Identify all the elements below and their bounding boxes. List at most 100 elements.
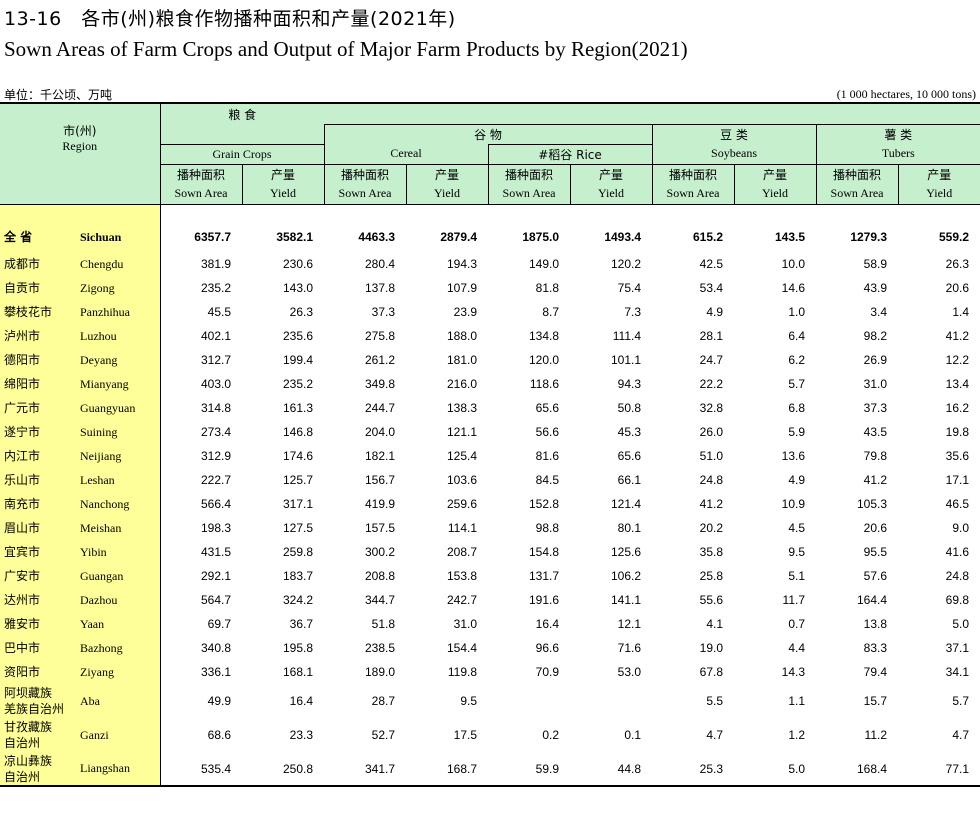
area-label-cn: 播种面积 [669, 168, 718, 182]
cell-cereal-yield: 103.6 [446, 473, 478, 487]
region-name-cn: 广安市 [0, 564, 78, 588]
cell-rice-yield: 125.6 [610, 545, 642, 559]
cell-grain-yield: 199.4 [282, 353, 314, 367]
table-row: 眉山市 Meishan 198.3 127.5 157.5 114.1 98.8 80.1 20… [0, 516, 980, 540]
page-title-en: Sown Areas of Farm Crops and Output of M… [4, 37, 688, 61]
cell-tuber-yield: 20.6 [945, 281, 970, 295]
cell-soy-area: 42.5 [699, 257, 724, 271]
cell-tuber-yield: 5.0 [952, 617, 970, 631]
area-label-en: Sown Area [338, 186, 392, 200]
region-name-cn: 绵阳市 [0, 372, 78, 396]
table-row: 巴中市 Bazhong 340.8 195.8 238.5 154.4 96.6 71.6 19… [0, 636, 980, 660]
cell-soy-yield: 0.7 [788, 617, 806, 631]
cell-rice-yield [570, 684, 652, 718]
cell-cereal-area: 28.7 [371, 694, 396, 708]
table-row: 资阳市 Ziyang 336.1 168.1 189.0 119.8 70.9 53.0 67.… [0, 660, 980, 684]
cell-cereal-yield: 208.7 [446, 545, 478, 559]
table-body: 全 省 Sichuan 6357.7 3582.1 4463.3 2879.4 1875.0… [0, 204, 980, 787]
cell-rice-area: 81.8 [535, 281, 560, 295]
region-header-cn: 市(州) [63, 124, 97, 138]
cell-tuber-area: 13.8 [863, 617, 888, 631]
cell-rice-yield: 44.8 [570, 752, 653, 787]
cell-tuber-area: 11.2 [864, 728, 888, 742]
cell-cereal-yield: 181.0 [446, 353, 478, 367]
cell-soy-area: 41.2 [699, 497, 724, 511]
cell-grain-area: 235.2 [200, 281, 231, 295]
cell-cereal-yield: 2879.4 [440, 230, 478, 245]
cell-rice-area: 16.4 [535, 617, 560, 631]
cell-soy-area: 615.2 [692, 230, 724, 245]
cell-soy-area: 22.2 [699, 377, 724, 391]
cell-tuber-yield: 4.7 [952, 728, 970, 742]
region-name-cn-line1: 阿坝藏族 [4, 686, 53, 700]
cell-cereal-area: 341.7 [324, 752, 407, 787]
cell-soy-area: 24.8 [699, 473, 724, 487]
grain-header-en: Grain Crops [160, 144, 325, 165]
cell-tuber-area: 26.9 [863, 353, 888, 367]
cell-soy-yield: 14.6 [781, 281, 806, 295]
cell-soy-yield: 5.7 [788, 377, 806, 391]
cell-cereal-area: 280.4 [364, 257, 396, 271]
cell-cereal-yield: 125.4 [446, 449, 478, 463]
region-name-cn-line2: 自治州 [4, 736, 41, 750]
region-name-cn-line2: 自治州 [4, 769, 41, 784]
cell-grain-yield: 26.3 [289, 305, 314, 319]
region-name-cn: 达州市 [0, 588, 78, 612]
table-row: 泸州市 Luzhou 402.1 235.6 275.8 188.0 134.8 111.4 2… [0, 324, 980, 348]
cell-grain-yield: 230.6 [282, 257, 314, 271]
area-label-en: Sown Area [174, 186, 228, 200]
cell-cereal-area: 137.8 [364, 281, 396, 295]
cell-cereal-area: 349.8 [364, 377, 396, 391]
cell-rice-area: 120.0 [528, 353, 560, 367]
cell-cereal-yield: 154.4 [446, 641, 478, 655]
cell-cereal-yield: 17.5 [453, 728, 478, 742]
yield-label-cn: 产量 [599, 168, 624, 182]
cell-soy-yield: 1.0 [788, 305, 806, 319]
yield-label-cn: 产量 [271, 168, 296, 182]
cell-soy-yield: 11.7 [782, 593, 806, 607]
cell-tuber-area: 58.9 [863, 257, 888, 271]
table-row: 乐山市 Leshan 222.7 125.7 156.7 103.6 84.5 66.1 24.… [0, 468, 980, 492]
cell-grain-yield: 16.4 [289, 694, 314, 708]
tuber-header-en: Tubers [815, 144, 980, 165]
cell-soy-yield: 14.3 [781, 665, 806, 679]
tuber-yield-subheader: 产量 Yield [897, 164, 980, 205]
cell-tuber-area: 98.2 [863, 329, 888, 343]
cell-grain-yield: 183.7 [282, 569, 314, 583]
cell-grain-yield: 125.7 [282, 473, 314, 487]
table-row: 德阳市 Deyang 312.7 199.4 261.2 181.0 120.0 101.1 2… [0, 348, 980, 372]
cell-cereal-yield: 23.9 [453, 305, 478, 319]
cell-tuber-area: 1279.3 [850, 230, 888, 245]
cell-rice-area: 0.2 [542, 728, 560, 742]
area-label-cn: 播种面积 [341, 168, 390, 182]
cell-rice-yield: 7.3 [624, 305, 642, 319]
cell-soy-area: 35.8 [699, 545, 724, 559]
region-name-cn: 阿坝藏族 羌族自治州 [0, 684, 78, 718]
cell-soy-area: 51.0 [699, 449, 724, 463]
cell-grain-yield: 317.1 [282, 497, 314, 511]
cell-cereal-area: 419.9 [364, 497, 396, 511]
cell-tuber-area: 57.6 [863, 569, 888, 583]
cell-rice-area [488, 684, 570, 718]
cell-soy-area: 25.8 [699, 569, 724, 583]
cell-grain-yield: 250.8 [242, 752, 325, 787]
cell-grain-yield: 127.5 [282, 521, 314, 535]
cell-tuber-area: 3.4 [870, 305, 888, 319]
region-name-cn-line2: 羌族自治州 [4, 702, 65, 716]
cell-tuber-yield: 77.1 [898, 752, 980, 787]
region-name-cn: 攀枝花市 [0, 300, 78, 324]
cell-tuber-area: 164.4 [856, 593, 888, 607]
cell-soy-yield: 13.6 [781, 449, 806, 463]
cell-grain-area: 68.6 [207, 728, 231, 742]
cell-soy-area: 4.7 [706, 728, 724, 742]
area-label-cn: 播种面积 [505, 168, 554, 182]
yield-label-en: Yield [598, 186, 625, 200]
region-name-cn: 甘孜藏族 自治州 [0, 718, 78, 752]
cell-rice-yield: 1493.4 [604, 230, 642, 245]
soy-header-en: Soybeans [651, 144, 817, 165]
cell-rice-area: 70.9 [535, 665, 560, 679]
data-table: 市(州)Region 粮 食 谷 物 豆 类 薯 类 Grain Crops C… [0, 102, 980, 787]
region-name-cn: 广元市 [0, 396, 78, 420]
yield-label-en: Yield [926, 186, 953, 200]
cell-rice-yield: 121.4 [610, 497, 642, 511]
